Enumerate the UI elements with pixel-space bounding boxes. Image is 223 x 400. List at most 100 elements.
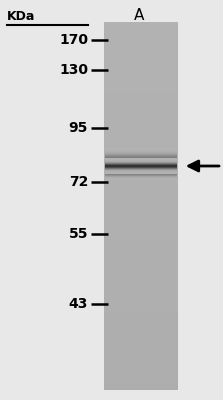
Bar	[104, 110, 178, 112]
Bar	[104, 281, 178, 282]
Bar	[104, 59, 178, 60]
Bar	[105, 159, 177, 160]
Bar	[105, 165, 177, 166]
Bar	[104, 354, 178, 356]
Bar	[104, 277, 178, 279]
Bar	[105, 172, 177, 173]
Bar	[104, 65, 178, 66]
Bar	[104, 330, 178, 332]
Bar	[104, 337, 178, 339]
Bar	[104, 137, 178, 139]
Bar	[104, 196, 178, 198]
Bar	[105, 161, 177, 162]
Bar	[104, 132, 178, 134]
Bar	[105, 164, 177, 165]
Bar	[105, 176, 177, 177]
Bar	[104, 288, 178, 290]
Bar	[105, 171, 177, 172]
Bar	[105, 178, 177, 179]
Bar	[104, 72, 178, 74]
Bar	[105, 175, 177, 176]
Bar	[104, 306, 178, 308]
Bar	[104, 180, 178, 182]
Bar	[104, 116, 178, 118]
Bar	[104, 102, 178, 103]
Bar	[104, 163, 178, 165]
Bar	[104, 364, 178, 366]
Bar	[104, 114, 178, 116]
Bar	[104, 237, 178, 238]
Bar	[104, 126, 178, 128]
Bar	[104, 283, 178, 285]
Bar	[105, 176, 177, 177]
Bar	[104, 266, 178, 268]
Bar	[104, 298, 178, 300]
Bar	[104, 329, 178, 330]
Bar	[105, 172, 177, 173]
Bar	[104, 64, 178, 65]
Bar	[104, 221, 178, 222]
Bar	[104, 214, 178, 216]
Bar	[104, 66, 178, 68]
Bar	[105, 174, 177, 175]
Bar	[104, 250, 178, 252]
Bar	[105, 164, 177, 165]
Bar	[104, 84, 178, 86]
Bar	[104, 159, 178, 161]
Bar	[104, 342, 178, 344]
Bar	[104, 341, 178, 342]
Bar	[104, 119, 178, 120]
Bar	[104, 204, 178, 205]
Bar	[104, 366, 178, 367]
Bar	[104, 96, 178, 97]
Bar	[105, 161, 177, 162]
Bar	[104, 118, 178, 119]
Bar	[104, 136, 178, 138]
Bar	[104, 315, 178, 317]
Text: 170: 170	[59, 33, 88, 47]
Bar	[104, 282, 178, 284]
Bar	[105, 167, 177, 168]
Bar	[105, 149, 177, 150]
Bar	[104, 78, 178, 80]
Bar	[105, 169, 177, 170]
Bar	[104, 382, 178, 383]
Bar	[104, 212, 178, 214]
Bar	[104, 259, 178, 260]
Bar	[104, 233, 178, 235]
Bar	[104, 304, 178, 306]
Bar	[104, 145, 178, 146]
Bar	[104, 99, 178, 101]
Bar	[104, 94, 178, 96]
Bar	[104, 106, 178, 107]
Bar	[104, 305, 178, 307]
Bar	[104, 100, 178, 102]
Bar	[104, 378, 178, 379]
Bar	[104, 338, 178, 340]
Bar	[104, 313, 178, 314]
Bar	[104, 42, 178, 43]
Bar	[104, 386, 178, 388]
Bar	[104, 249, 178, 250]
Bar	[105, 152, 177, 153]
Bar	[105, 175, 177, 176]
Bar	[105, 168, 177, 169]
Bar	[104, 264, 178, 265]
Text: A: A	[134, 8, 145, 23]
Text: 55: 55	[69, 227, 88, 241]
Bar	[104, 27, 178, 28]
Bar	[104, 90, 178, 91]
Bar	[104, 120, 178, 122]
Bar	[104, 244, 178, 246]
Bar	[104, 290, 178, 291]
Bar	[105, 173, 177, 174]
Bar	[105, 150, 177, 151]
Bar	[104, 91, 178, 92]
Bar	[104, 227, 178, 228]
Bar	[104, 242, 178, 243]
Bar	[104, 150, 178, 151]
Bar	[104, 276, 178, 278]
Bar	[104, 184, 178, 186]
Bar	[105, 155, 177, 156]
Bar	[104, 239, 178, 241]
